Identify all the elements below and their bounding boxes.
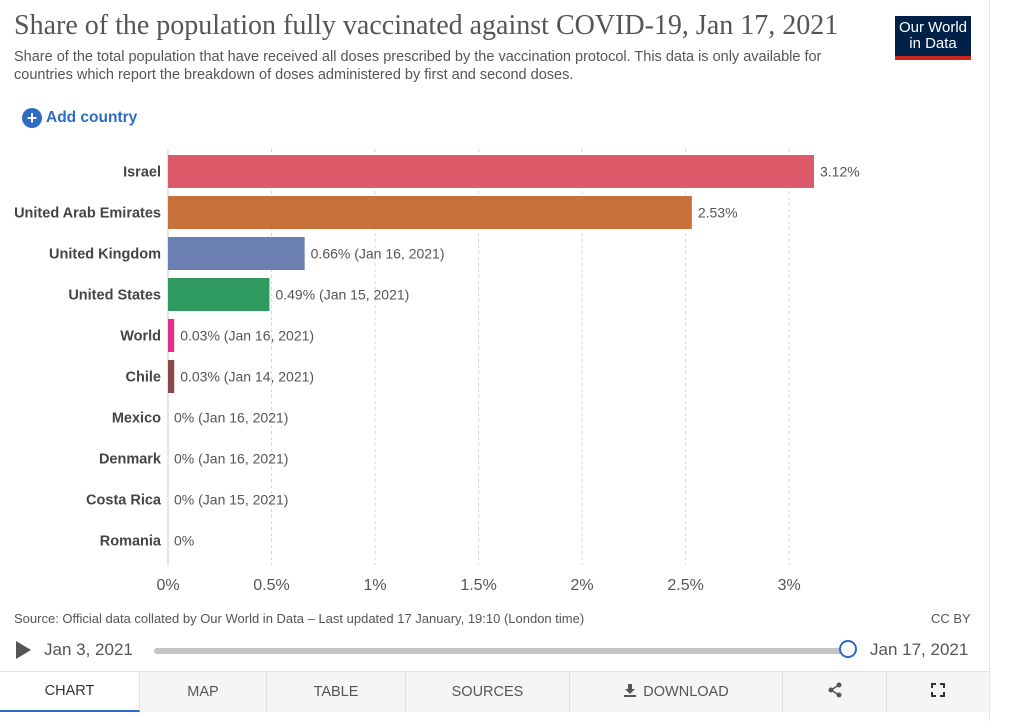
category-label: United Arab Emirates (14, 206, 161, 222)
tab-map[interactable]: MAP (140, 672, 267, 712)
category-label: World (120, 329, 161, 345)
bar (168, 278, 270, 311)
source-note: Source: Official data collated by Our Wo… (14, 611, 585, 626)
plus-circle-icon: + (22, 108, 42, 128)
bar (168, 155, 814, 188)
tab-map-label: MAP (187, 684, 219, 700)
tab-chart-label: CHART (44, 683, 95, 699)
timeline-fill (154, 648, 848, 654)
chart-frame: Share of the population fully vaccinated… (0, 0, 990, 721)
category-label: Mexico (112, 411, 161, 427)
timeline-end-date: Jan 17, 2021 (870, 640, 969, 659)
play-icon[interactable] (16, 641, 31, 659)
value-label: 0% (Jan 16, 2021) (174, 451, 288, 467)
download-icon (623, 683, 637, 701)
timeline-handle[interactable] (839, 640, 857, 658)
bar (168, 196, 692, 229)
category-label: Costa Rica (86, 493, 162, 509)
timeline: Jan 3, 2021 Jan 17, 2021 (0, 636, 989, 668)
x-tick-label: 2% (571, 577, 594, 594)
value-label: 0.49% (Jan 15, 2021) (275, 287, 409, 303)
value-label: 3.12% (820, 164, 860, 180)
tab-sources-label: SOURCES (451, 684, 524, 700)
x-tick-label: 1.5% (460, 577, 496, 594)
chart-title: Share of the population fully vaccinated… (14, 10, 839, 41)
tab-download-label: DOWNLOAD (643, 684, 729, 700)
logo-line-1: Our World (898, 19, 968, 36)
tab-bar: CHART MAP TABLE SOURCES DOWNLOAD (0, 671, 989, 712)
bar-chart: 0% 0.5% 1% 1.5% 2% 2.5% 3% Israel 3.12% United Ar… (14, 149, 860, 594)
category-label: United States (68, 288, 161, 304)
tab-chart[interactable]: CHART (0, 672, 140, 712)
value-label: 0% (174, 533, 194, 549)
bar (168, 237, 305, 270)
share-icon (827, 682, 843, 702)
x-tick-label: 0.5% (253, 577, 289, 594)
tab-fullscreen[interactable] (887, 672, 989, 712)
logo-line-2: in Data (909, 35, 957, 52)
value-label: 2.53% (698, 205, 738, 221)
tab-table-label: TABLE (313, 684, 359, 700)
tab-sources[interactable]: SOURCES (406, 672, 570, 712)
tab-download[interactable]: DOWNLOAD (570, 672, 783, 712)
category-label: Israel (123, 165, 161, 181)
x-tick-label: 2.5% (667, 577, 703, 594)
tab-share[interactable] (783, 672, 887, 712)
value-label: 0.66% (Jan 16, 2021) (311, 246, 445, 262)
timeline-start-date: Jan 3, 2021 (44, 640, 133, 659)
bar (168, 319, 175, 352)
category-label: Chile (126, 370, 161, 386)
value-label: 0.03% (Jan 14, 2021) (180, 369, 314, 385)
category-label: United Kingdom (49, 247, 161, 263)
value-label: 0% (Jan 15, 2021) (174, 492, 288, 508)
tab-table[interactable]: TABLE (267, 672, 406, 712)
bar (168, 360, 175, 393)
value-label: 0% (Jan 16, 2021) (174, 410, 288, 426)
chart-subtitle: Share of the total population that have … (14, 49, 822, 83)
fullscreen-icon (931, 683, 945, 701)
add-country-button[interactable]: + Add country (22, 106, 137, 130)
x-tick-label: 3% (778, 577, 801, 594)
owid-logo[interactable]: Our World in Data (895, 16, 971, 60)
add-country-label: Add country (46, 109, 138, 126)
value-label: 0.03% (Jan 16, 2021) (180, 328, 314, 344)
license-link[interactable]: CC BY (931, 611, 971, 626)
x-tick-label: 0% (156, 577, 179, 594)
category-label: Denmark (99, 452, 162, 468)
x-tick-label: 1% (363, 577, 386, 594)
category-label: Romania (100, 534, 162, 550)
